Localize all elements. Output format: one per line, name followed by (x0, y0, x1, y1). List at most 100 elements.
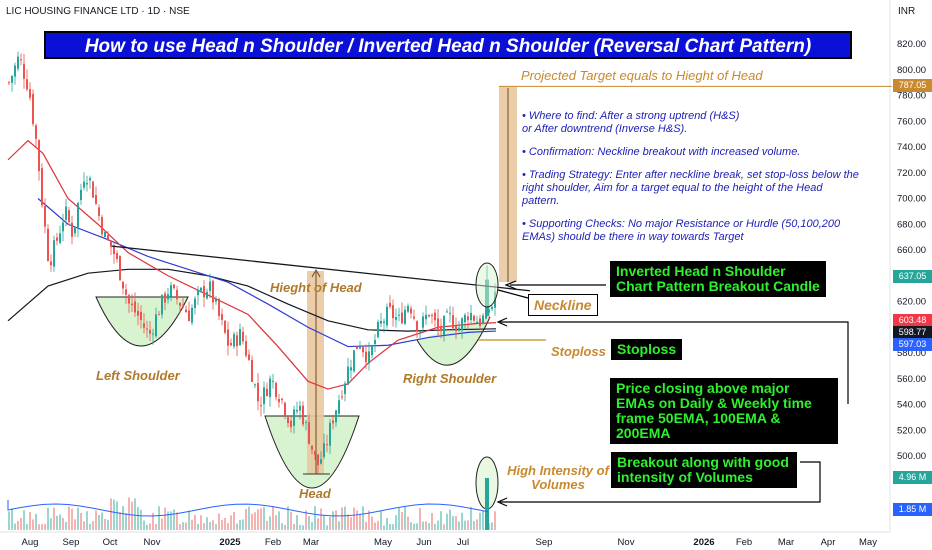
candle-body (257, 383, 259, 402)
volume-bar (479, 512, 481, 530)
volume-bar (197, 523, 199, 530)
candle-body (149, 330, 151, 334)
volume-bar (257, 509, 259, 530)
volume-bar (284, 524, 286, 530)
candle-body (383, 321, 385, 323)
candle-body (329, 422, 331, 446)
candle-body (470, 312, 472, 321)
candle-body (212, 280, 214, 303)
currency-label: INR (898, 6, 916, 17)
candle-body (233, 334, 235, 347)
x-tick-label: May (859, 537, 877, 548)
y-tick-label: 560.00 (897, 374, 926, 385)
candle-body (320, 459, 322, 464)
projected-target-label: Projected Target equals to Hieght of Hea… (521, 68, 763, 83)
stoploss-box: Stoploss (609, 337, 685, 362)
candle-body (380, 321, 382, 324)
candle-body (206, 291, 208, 299)
candle-body (194, 298, 196, 308)
candle-body (239, 329, 241, 346)
volume-bar (56, 515, 58, 530)
candle-body (404, 309, 406, 324)
volume-bar (269, 516, 271, 530)
price-tag-ema-black: 598.77 (893, 326, 932, 339)
price-tag-ema-red: 603.48 (893, 314, 932, 327)
volume-bar (377, 520, 379, 530)
candle-body (482, 315, 484, 324)
candle-body (446, 311, 448, 313)
candle-body (26, 79, 28, 90)
volume-bar (83, 521, 85, 530)
candle-body (98, 207, 100, 216)
volume-bar (107, 519, 109, 530)
notes-panel: • Where to find: After a strong uptrend … (522, 110, 862, 254)
volume-bar (233, 511, 235, 530)
volume-bar (482, 510, 484, 530)
candle-body (287, 417, 289, 424)
volume-bar (80, 512, 82, 530)
volume-intensity-label: High Intensity of Volumes (507, 463, 609, 492)
volume-bar (206, 517, 208, 530)
volume-bar (293, 523, 295, 530)
candle-body (416, 321, 418, 332)
x-tick-label: Oct (103, 537, 118, 548)
candle-body (71, 222, 73, 237)
candle-body (44, 206, 46, 227)
ema200-line (7, 268, 497, 332)
volume-bar (422, 521, 424, 530)
candle-body (296, 409, 298, 412)
head-label: Head (299, 486, 331, 501)
candle-body (461, 318, 463, 331)
volume-bar (320, 508, 322, 530)
candle-body (332, 420, 334, 424)
breakout-arrowhead (504, 280, 517, 290)
volume-bar (281, 523, 283, 530)
candle-body (278, 399, 280, 403)
volume-bar (155, 523, 157, 530)
volume-bar (29, 512, 31, 530)
price-tag-target: 787.05 (893, 79, 932, 92)
candle-body (272, 380, 274, 382)
note-checks: • Supporting Checks: No major Resistance… (522, 218, 841, 243)
y-tick-label: 520.00 (897, 425, 926, 436)
candle-body (29, 89, 31, 98)
candle-body (410, 308, 412, 314)
volume-bar (200, 515, 202, 530)
candle-body (164, 293, 166, 303)
volume-bar (386, 517, 388, 530)
candle-body (428, 314, 430, 317)
candle-body (119, 256, 121, 281)
volume-bar (167, 511, 169, 530)
volume-bar (125, 513, 127, 530)
candle-body (467, 316, 469, 321)
volume-bar (194, 514, 196, 530)
candle-body (221, 314, 223, 320)
candle-body (479, 318, 481, 327)
candle-body (455, 325, 457, 332)
volume-bar (368, 510, 370, 530)
volume-bar (53, 507, 55, 530)
note-confirmation: • Confirmation: Neckline breakout with i… (522, 146, 801, 158)
candle-body (413, 316, 415, 319)
volume-arrow (500, 461, 821, 503)
candle-body (188, 310, 190, 322)
y-tick-label: 720.00 (897, 168, 926, 179)
note-strategy: • Trading Strategy: Enter after neckline… (522, 169, 859, 207)
volume-bar (401, 511, 403, 530)
candle-body (122, 281, 124, 289)
volume-bar (245, 508, 247, 530)
candle-body (449, 312, 451, 314)
candle-body (131, 303, 133, 306)
candle-body (236, 335, 238, 347)
volume-bar (398, 508, 400, 530)
volume-bar (323, 515, 325, 530)
candle-body (344, 383, 346, 394)
volume-bar (251, 513, 253, 530)
candle-body (191, 307, 193, 323)
volume-bar (164, 507, 166, 530)
volume-bar (113, 499, 115, 530)
candle-body (374, 340, 376, 345)
candle-body (308, 422, 310, 444)
candle-body (11, 75, 13, 83)
